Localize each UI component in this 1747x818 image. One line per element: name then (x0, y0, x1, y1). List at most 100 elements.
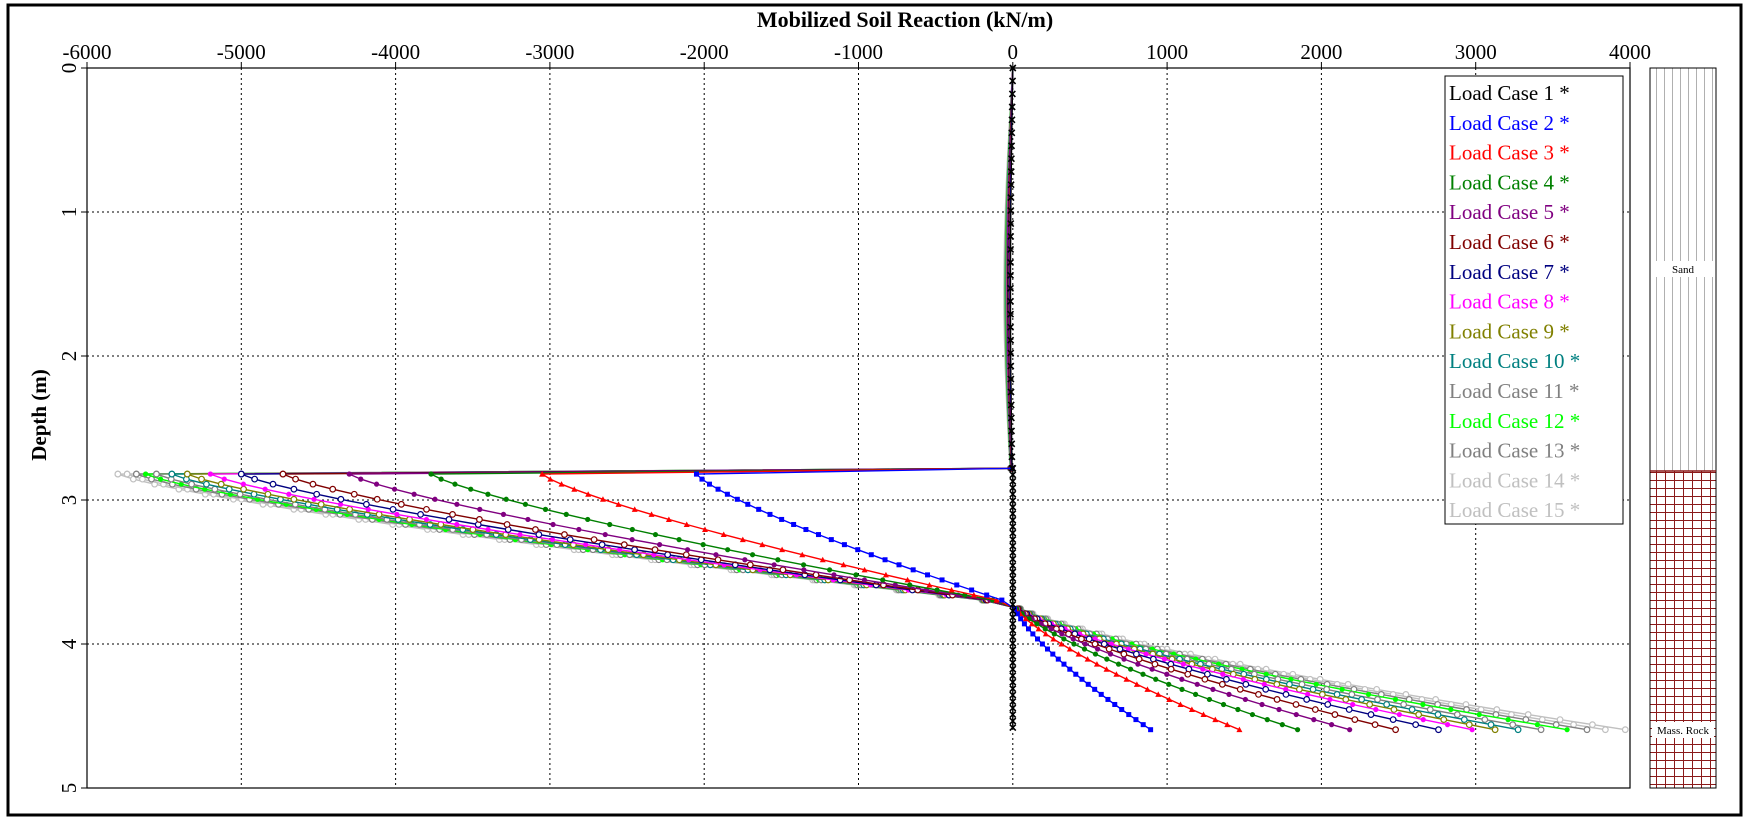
data-point (1151, 660, 1159, 668)
data-point (1009, 529, 1017, 537)
data-point (1009, 523, 1017, 531)
series-12 (143, 67, 1570, 733)
chart-title: Mobilized Soil Reaction (kN/m) (757, 7, 1053, 32)
data-point (1007, 194, 1015, 202)
data-point (1008, 142, 1016, 150)
data-point (269, 480, 277, 488)
data-point (1009, 587, 1017, 596)
data-point (756, 506, 762, 512)
x-tick-label: -6000 (63, 40, 112, 64)
data-point (1008, 90, 1016, 98)
data-point (1120, 650, 1128, 658)
data-point (1030, 631, 1036, 637)
data-point (1313, 681, 1319, 687)
legend-entry: Load Case 5 * (1449, 200, 1570, 224)
data-point (423, 516, 430, 523)
y-tick-label: 1 (57, 207, 81, 218)
data-point (779, 516, 785, 522)
data-point (207, 471, 214, 477)
data-point (350, 490, 358, 498)
series-15 (114, 67, 1629, 734)
data-point (1007, 427, 1016, 435)
data-point (1491, 726, 1499, 734)
data-point (1283, 686, 1289, 692)
data-point (1420, 701, 1426, 708)
data-point (1008, 453, 1016, 461)
data-point (1420, 717, 1426, 723)
data-point (373, 481, 380, 487)
data-point (1009, 646, 1017, 654)
data-point (1009, 581, 1017, 589)
data-point (1293, 711, 1299, 718)
data-point (1224, 721, 1231, 728)
plot-series (114, 64, 1629, 734)
data-point (1105, 645, 1113, 653)
x-tick-label: 4000 (1609, 40, 1651, 64)
data-point (1009, 574, 1017, 583)
series-1 (1006, 64, 1017, 732)
data-point (1066, 646, 1073, 652)
data-point (892, 582, 898, 588)
data-point (313, 490, 321, 498)
data-point (1007, 232, 1015, 241)
data-point (1009, 490, 1017, 498)
data-point (217, 480, 225, 488)
data-point (1367, 711, 1375, 718)
data-point (1044, 646, 1050, 652)
data-point (1412, 721, 1420, 729)
data-point (1055, 656, 1061, 662)
data-point (1400, 701, 1408, 708)
x-tick-label: 0 (1008, 40, 1019, 64)
data-point (620, 541, 628, 549)
data-point (651, 546, 659, 554)
data-point (939, 577, 945, 583)
plot-area-border (86, 67, 1631, 789)
series-line (171, 67, 1519, 731)
y-tick-label: 3 (57, 495, 81, 506)
data-point (1079, 676, 1085, 682)
data-point (1009, 600, 1017, 608)
data-point (1042, 630, 1049, 637)
data-point (1007, 388, 1015, 396)
data-point (1035, 625, 1042, 632)
data-point (1008, 116, 1016, 124)
data-point (1104, 656, 1110, 662)
data-point (1487, 721, 1495, 729)
data-point (251, 475, 259, 483)
data-point (143, 471, 149, 477)
data-point (203, 480, 210, 488)
data-point (840, 561, 847, 568)
data-point (183, 470, 191, 478)
data-point (1022, 615, 1029, 622)
data-point (1242, 696, 1248, 703)
data-point (1009, 678, 1017, 686)
data-point (984, 592, 990, 598)
data-point (1140, 722, 1146, 728)
data-point (1373, 706, 1379, 713)
data-point (1021, 621, 1027, 627)
data-point (1133, 681, 1140, 687)
data-point (746, 561, 754, 569)
data-point (771, 562, 777, 568)
data-point (1351, 716, 1359, 723)
series-10 (168, 67, 1522, 734)
data-point (1127, 666, 1134, 672)
data-point (739, 536, 746, 543)
data-point (445, 516, 453, 523)
data-point (1390, 706, 1398, 713)
data-point (1009, 516, 1017, 524)
data-point (123, 470, 131, 478)
series-line (241, 67, 1439, 731)
soil-column: Sand Mass. Rock (1649, 67, 1717, 789)
data-point (1303, 696, 1311, 703)
data-point (1149, 666, 1155, 672)
data-point (532, 526, 539, 533)
data-point (683, 521, 690, 527)
data-point (1358, 696, 1366, 703)
data-point (1061, 636, 1067, 642)
data-point (1070, 636, 1076, 642)
data-point (1107, 651, 1114, 657)
data-point (1188, 706, 1195, 713)
data-point (684, 547, 691, 553)
